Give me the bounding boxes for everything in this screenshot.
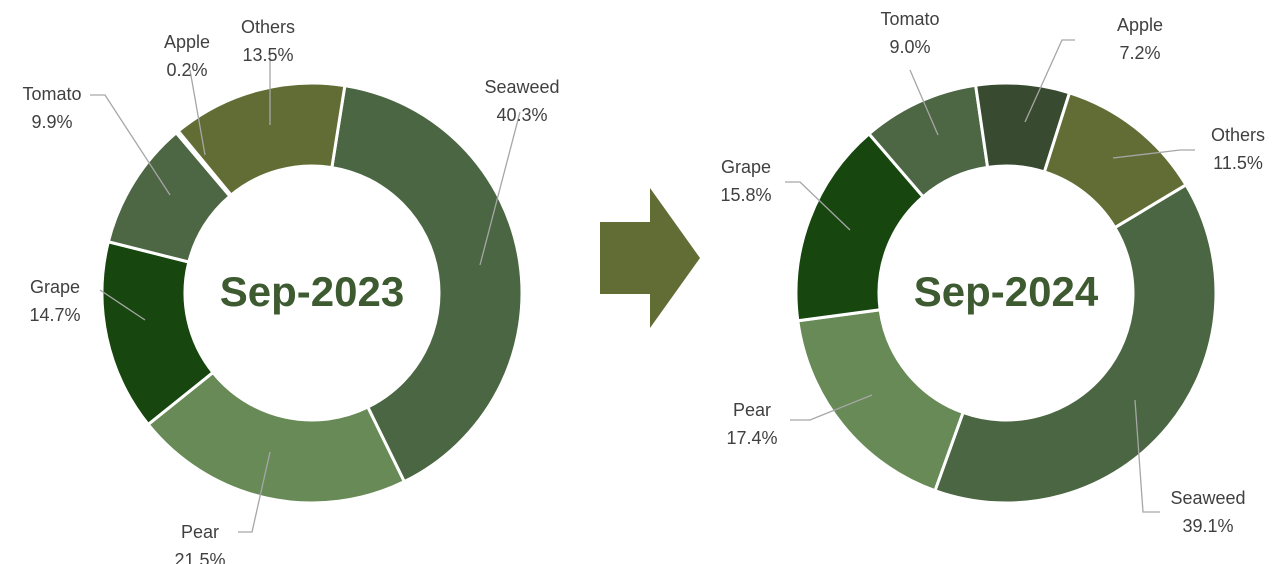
slice-value-label: 7.2% bbox=[1119, 43, 1160, 63]
donut-slice bbox=[330, 83, 524, 484]
leader-line bbox=[785, 181, 851, 231]
center-title: Sep-2023 bbox=[220, 268, 404, 315]
slice-value-label: 9.9% bbox=[31, 112, 72, 132]
slice-label: Tomato bbox=[22, 84, 81, 104]
leader-line bbox=[90, 94, 171, 196]
leader-line bbox=[1134, 399, 1160, 513]
leader-line bbox=[1112, 149, 1195, 159]
slice-value-label: 40.3% bbox=[496, 105, 547, 125]
slice-value-label: 39.1% bbox=[1182, 516, 1233, 536]
leader-line bbox=[99, 289, 146, 321]
leader-line bbox=[790, 394, 873, 421]
slice-label: Apple bbox=[1117, 15, 1163, 35]
slice-value-label: 11.5% bbox=[1213, 153, 1263, 173]
leader-line bbox=[189, 69, 206, 156]
slice-label: Others bbox=[241, 17, 295, 37]
slice-value-label: 13.5% bbox=[242, 45, 293, 65]
slice-label: Pear bbox=[733, 400, 771, 420]
slice-label: Grape bbox=[721, 157, 771, 177]
slice-label: Pear bbox=[181, 522, 219, 542]
donut-slice bbox=[146, 370, 407, 505]
slice-label: Seaweed bbox=[484, 77, 559, 97]
donut-slice bbox=[176, 81, 347, 198]
slice-label: Others bbox=[1211, 125, 1265, 145]
donut-slice bbox=[933, 182, 1218, 505]
slice-value-label: 21.5% bbox=[174, 550, 225, 564]
slice-value-label: 17.4% bbox=[726, 428, 777, 448]
center-title: Sep-2024 bbox=[914, 268, 1099, 315]
slice-label: Apple bbox=[164, 32, 210, 52]
slice-label: Tomato bbox=[880, 9, 939, 29]
leader-line bbox=[909, 69, 939, 136]
arrow bbox=[600, 188, 700, 328]
leader-line bbox=[238, 451, 271, 533]
leader-line bbox=[1024, 39, 1075, 123]
slice-value-label: 0.2% bbox=[166, 60, 207, 80]
slice-value-label: 9.0% bbox=[889, 37, 930, 57]
donut-slice bbox=[1042, 90, 1189, 230]
slice-label: Grape bbox=[30, 277, 80, 297]
slice-label: Seaweed bbox=[1170, 488, 1245, 508]
slice-value-label: 14.7% bbox=[29, 305, 80, 325]
slice-value-label: 15.8% bbox=[720, 185, 771, 205]
leader-line bbox=[479, 111, 521, 266]
donut-slice bbox=[796, 308, 965, 493]
